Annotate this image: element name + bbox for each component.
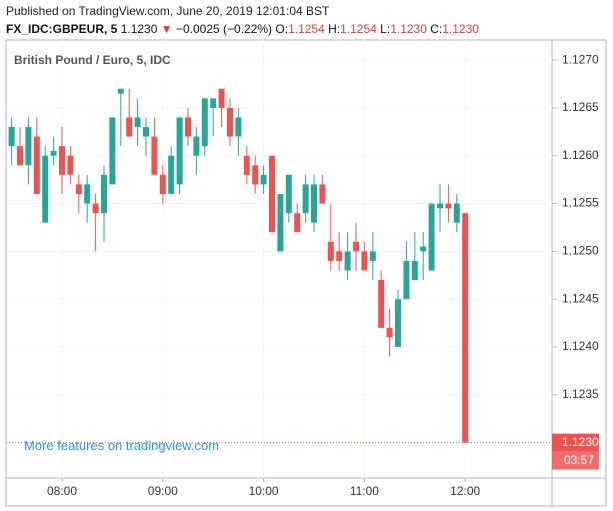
y-tick-label: 1.1260 — [562, 148, 599, 162]
candle-body — [294, 213, 301, 233]
y-tick-label: 1.1265 — [562, 100, 599, 114]
candle-body — [176, 117, 183, 185]
candle-body — [8, 127, 15, 147]
y-tick-label: 1.1245 — [562, 291, 599, 305]
ohlc-value: 1.1230 — [442, 22, 479, 36]
y-tick-label: 1.1250 — [562, 244, 599, 258]
candle-body — [411, 260, 418, 281]
candle-body — [75, 184, 82, 194]
candle-body — [403, 260, 410, 300]
candle-body — [361, 251, 368, 271]
x-tick-label: 10:00 — [249, 484, 279, 498]
y-tick-label: 1.1235 — [562, 387, 599, 401]
candle-body — [151, 136, 158, 175]
candle-body — [193, 136, 200, 156]
ohlc-label: O: — [275, 22, 289, 36]
arrow: ▼ — [160, 22, 173, 36]
candle-body — [17, 146, 23, 166]
y-tick-label: 1.1255 — [562, 196, 599, 210]
candle-body — [218, 88, 225, 108]
candle-body — [227, 107, 233, 137]
candle-body — [134, 117, 141, 128]
candle-body — [353, 241, 359, 252]
candle-body — [117, 88, 124, 94]
candle-body — [67, 155, 74, 175]
candle-body — [269, 155, 275, 233]
candle-body — [386, 327, 393, 338]
candle-body — [101, 174, 107, 214]
candle-body — [126, 117, 133, 137]
ohlc-label: C: — [430, 22, 443, 36]
ohlc-value: 1.1254 — [288, 22, 325, 36]
candle-body — [428, 203, 435, 271]
last-price-box — [552, 433, 599, 452]
candle-body — [33, 136, 40, 194]
candle-body — [453, 203, 460, 223]
countdown-box — [552, 451, 599, 470]
watermark: More features on tradingview.com — [24, 438, 219, 453]
symbol-line: FX_IDC:GBPEUR, 5 1.1230 ▼ −0.0025 (−0.22… — [6, 22, 479, 36]
y-tick-label: 1.1270 — [562, 52, 599, 66]
y-tick-label: 1.1240 — [562, 339, 599, 353]
candle-body — [445, 203, 452, 209]
candle-body — [302, 184, 309, 214]
last: 1.1230 — [120, 22, 158, 36]
ohlc-label: H: — [328, 22, 341, 36]
candle-body — [344, 251, 351, 271]
candle-body — [319, 184, 326, 204]
change: −0.0025 (−0.22%) — [175, 22, 273, 36]
chart-title: British Pound / Euro, 5, IDC — [14, 53, 171, 67]
candle-body — [327, 241, 334, 261]
candle-body — [243, 155, 250, 175]
candle-body — [336, 251, 343, 261]
last-price-label: 1.1230 — [562, 435, 599, 449]
candle-body — [252, 165, 259, 185]
candle-body — [25, 127, 32, 166]
frame — [5, 39, 607, 507]
candle-body — [185, 117, 191, 137]
candle-body — [92, 203, 99, 214]
x-tick-label: 09:00 — [148, 484, 178, 498]
symbol: FX_IDC:GBPEUR, 5 — [6, 22, 118, 36]
candle-body — [50, 150, 57, 156]
candle-body — [109, 117, 116, 185]
candle-body — [235, 117, 242, 137]
candle-body — [311, 184, 317, 223]
candle-body — [277, 193, 284, 252]
candle-body — [395, 299, 401, 347]
candle-body — [378, 280, 385, 328]
candle-body — [210, 98, 217, 108]
candle-body — [369, 251, 376, 261]
candle-body — [42, 155, 49, 223]
x-tick-label: 08:00 — [47, 484, 77, 498]
x-tick-label: 11:00 — [350, 484, 379, 498]
countdown: 03:57 — [564, 453, 594, 467]
candle-body — [143, 127, 149, 137]
x-tick-label: 12:00 — [450, 484, 480, 498]
candle-body — [420, 246, 427, 252]
ohlc-value: 1.1254 — [340, 22, 377, 36]
candle-body — [201, 98, 208, 147]
candle-body — [437, 203, 443, 209]
candle-body — [168, 155, 175, 194]
ohlc-label: L: — [380, 22, 391, 36]
ohlc-value: 1.1230 — [390, 22, 427, 36]
candle-body — [260, 174, 267, 185]
published-line: Published on TradingView.com, June 20, 2… — [6, 4, 330, 18]
ohlc: O:1.1254 H:1.1254 L:1.1230 C:1.1230 — [275, 22, 479, 36]
candle-body — [159, 174, 166, 194]
candle-body — [84, 184, 91, 204]
candle-body — [285, 174, 292, 214]
candle-body — [59, 146, 65, 175]
candle-body — [462, 213, 469, 443]
